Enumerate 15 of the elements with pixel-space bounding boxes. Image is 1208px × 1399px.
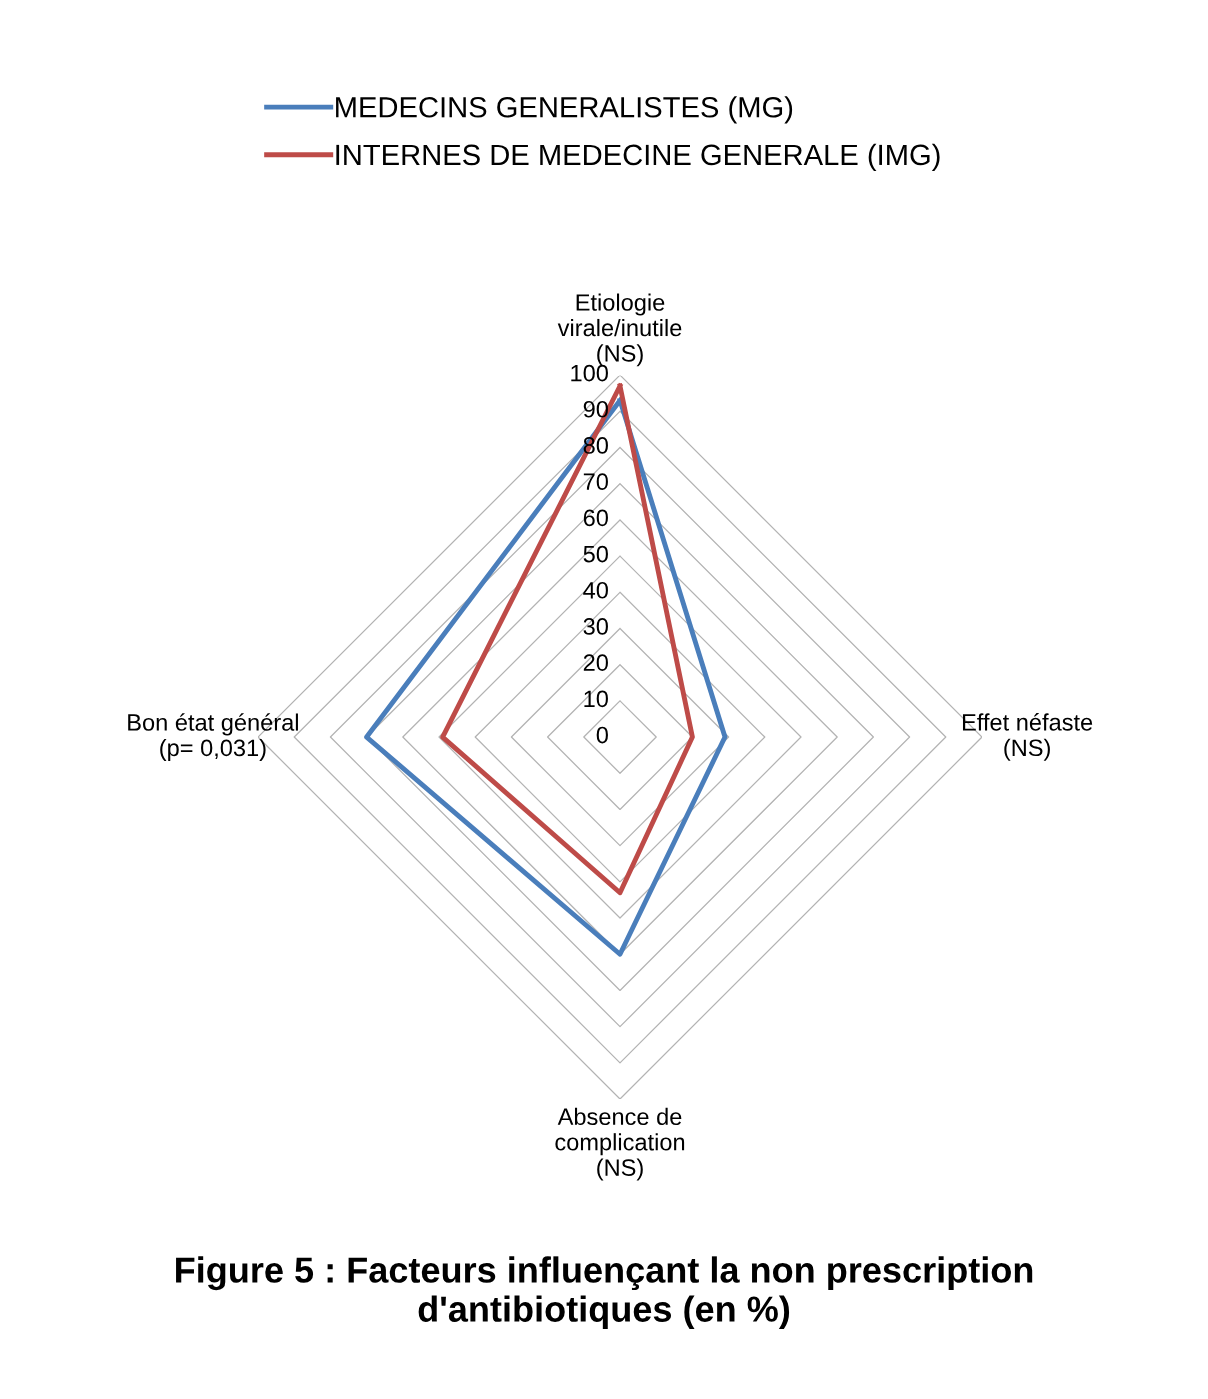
spoke-label: Effet néfaste (NS) (962, 713, 1093, 761)
y-tick-label: 30 (583, 618, 608, 635)
spoke-label: Absence de complication (NS) (555, 1107, 685, 1181)
y-tick-label: 60 (583, 509, 608, 527)
y-tick-label: 50 (583, 545, 608, 563)
y-tick-label: 0 (596, 726, 608, 744)
y-tick-label: 40 (583, 581, 608, 599)
y-tick-label: 20 (583, 654, 608, 672)
text: Figure 5 : Facteurs influençant la non prescription d'antibiotiques (en %) (176, 1256, 1033, 1330)
y-tick-label: 70 (583, 473, 608, 491)
legend-label: MEDECINS GENERALISTES (MG) (336, 96, 793, 124)
spoke-label: Bon état général (p= 0,031) (128, 713, 298, 761)
y-tick-label: 10 (584, 690, 608, 708)
y-tick-label: 90 (583, 400, 608, 418)
legend-label: INTERNES DE MEDECINE GENERALE (IMG) (336, 143, 940, 171)
